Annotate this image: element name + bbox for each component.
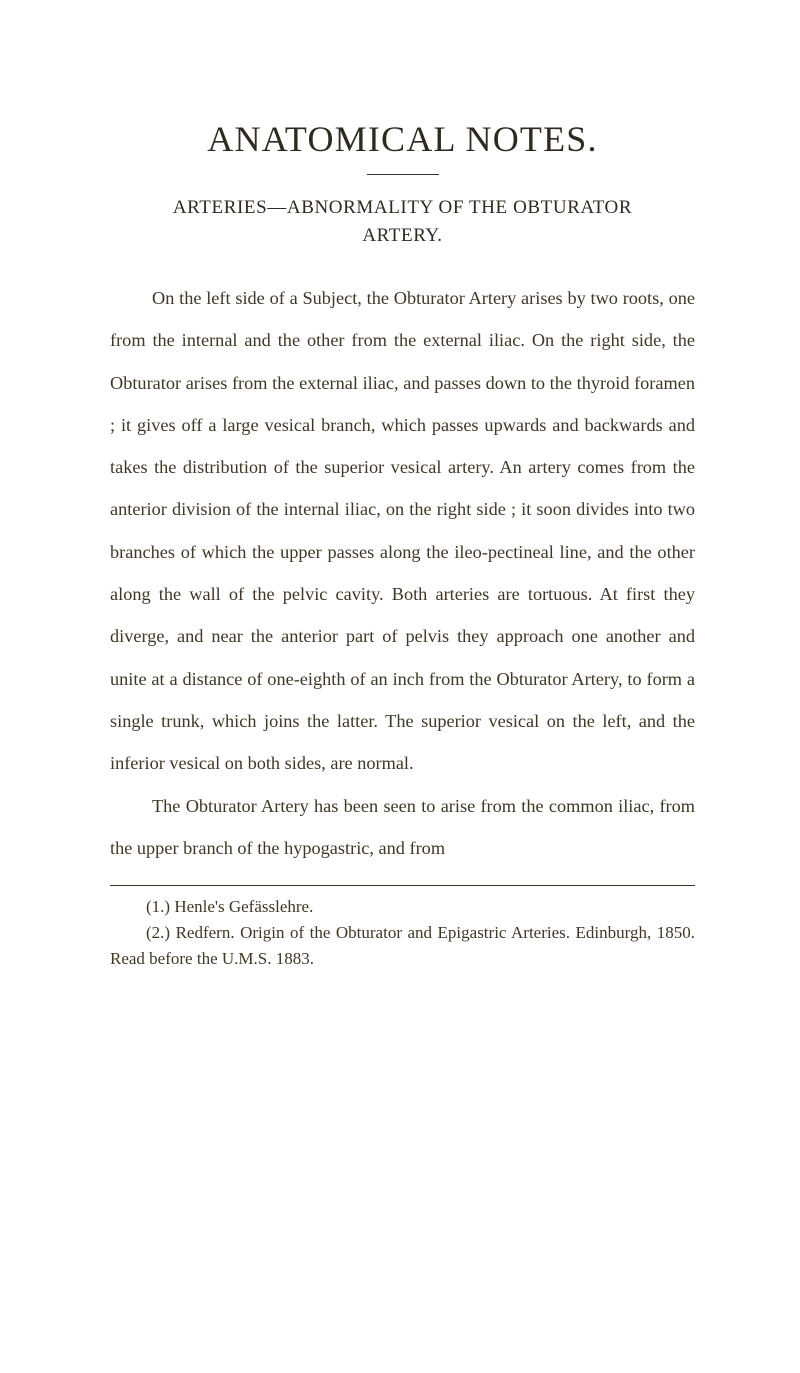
- subtitle-line-1: ARTERIES—ABNORMALITY OF THE OBTURATOR: [110, 197, 695, 219]
- footnote-1: (1.) Henle's Gefässlehre.: [110, 894, 695, 920]
- footnote-1-text: (1.) Henle's Gefässlehre.: [146, 897, 313, 916]
- footnote-2-text: (2.) Redfern. Origin of the Obturator an…: [110, 923, 695, 968]
- body-paragraph-2-text: The Obturator Artery has been seen to ar…: [110, 796, 695, 858]
- body-paragraph-1-text: On the left side of a Subject, the Obtur…: [110, 288, 695, 773]
- subtitle-line-2: ARTERY.: [110, 225, 695, 247]
- page-container: ANATOMICAL NOTES. ARTERIES—ABNORMALITY O…: [0, 0, 800, 1373]
- body-paragraph-2: The Obturator Artery has been seen to ar…: [110, 785, 695, 870]
- page-title: ANATOMICAL NOTES.: [110, 118, 695, 160]
- title-rule: [367, 174, 439, 175]
- body-paragraph-1: On the left side of a Subject, the Obtur…: [110, 277, 695, 785]
- footnotes-block: (1.) Henle's Gefässlehre. (2.) Redfern. …: [110, 894, 695, 972]
- footnote-2: (2.) Redfern. Origin of the Obturator an…: [110, 920, 695, 972]
- footnote-rule: [110, 885, 695, 886]
